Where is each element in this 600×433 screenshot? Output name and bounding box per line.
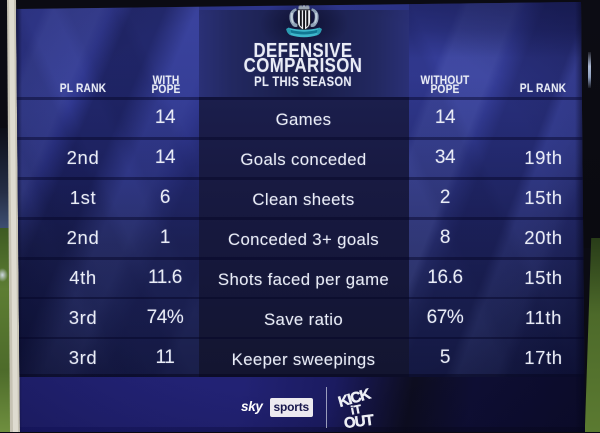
svg-text:iT: iT [350,402,364,418]
svg-text:OUT: OUT [343,412,375,430]
